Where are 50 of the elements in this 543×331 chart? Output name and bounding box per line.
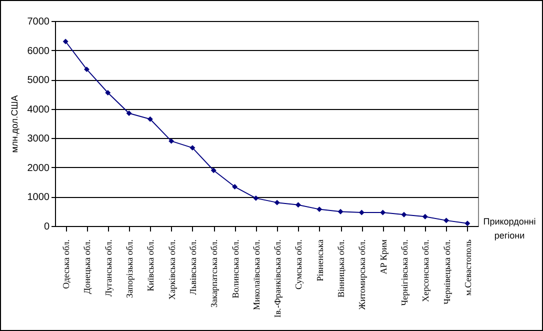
point xyxy=(464,220,470,226)
point xyxy=(105,90,111,96)
y-tick-label: 0 xyxy=(44,222,50,232)
point xyxy=(316,206,322,212)
x-tick-label: Донецька обл. xyxy=(82,240,92,294)
point xyxy=(422,214,428,220)
y-tick-label: 1000 xyxy=(27,192,50,204)
y-tick-label: 7000 xyxy=(27,16,50,28)
point xyxy=(401,212,407,218)
x-tick-label: Рівненська xyxy=(314,240,325,282)
x-axis-title: Прикордонні регіони xyxy=(483,216,536,240)
point xyxy=(444,218,450,224)
point xyxy=(253,195,259,201)
point xyxy=(380,210,386,216)
x-tick-label: Запорізька обл. xyxy=(124,240,135,298)
point xyxy=(338,208,344,214)
point xyxy=(274,200,280,206)
point xyxy=(295,202,301,208)
x-tick-label: Чернівецька обл. xyxy=(442,240,452,304)
x-tick-label: Херсонська обл. xyxy=(420,240,431,302)
x-tick-label: АР Крим xyxy=(378,239,388,274)
x-tick-label: Сумська обл. xyxy=(294,240,304,290)
y-tick-label: 6000 xyxy=(27,46,50,57)
x-tick-label: Ів.-Франківська обл. xyxy=(272,240,283,318)
x-tick-label: Львівська обл. xyxy=(188,240,198,295)
point xyxy=(358,210,364,216)
x-tick-label: Харківська обл. xyxy=(166,240,177,300)
x-tick-label: м.Севастополь xyxy=(462,240,473,296)
y-tick-label: 5000 xyxy=(27,75,50,86)
x-tick-label: Миколаївська обл. xyxy=(251,240,262,310)
point xyxy=(190,145,196,151)
point xyxy=(147,116,153,122)
x-tick-label: Чернігівська обл. xyxy=(399,240,410,306)
y-axis-title: млн.дол.США xyxy=(9,95,20,153)
x-tick-label: Київська обл. xyxy=(146,240,156,292)
x-tick-label: Житомирська обл. xyxy=(357,240,368,310)
point xyxy=(232,184,238,190)
point xyxy=(126,110,132,116)
x-tick-label: Луганська обл. xyxy=(103,240,114,297)
point xyxy=(168,138,174,144)
point xyxy=(210,168,216,174)
y-tick-label: 2000 xyxy=(27,162,50,174)
y-tick-label: 3000 xyxy=(27,134,50,145)
x-tick-label: Вінницька обл. xyxy=(336,240,346,298)
point xyxy=(62,38,68,44)
x-tick-label: Закарпатська обл. xyxy=(209,240,220,308)
x-tick-label: Волинська обл. xyxy=(230,240,240,298)
y-tick-label: 4000 xyxy=(27,104,50,116)
x-tick-label: Одеська обл. xyxy=(61,240,72,289)
point xyxy=(84,66,90,72)
